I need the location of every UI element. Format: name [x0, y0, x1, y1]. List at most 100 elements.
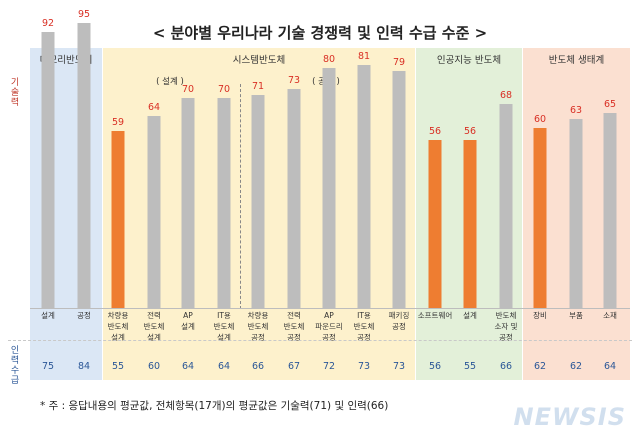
category-label-9-0: IT용	[357, 311, 371, 320]
category-label-2-2: 설계	[111, 332, 125, 342]
side-label-workforce: 인력수급	[10, 346, 20, 386]
category-label-6-2: 공정	[251, 332, 265, 342]
workforce-value-0: 75	[42, 361, 54, 372]
workforce-separator	[8, 340, 632, 341]
category-label-11-0: 소프트웨어	[418, 310, 453, 320]
section-label-ai: 인공지능 반도체	[436, 55, 502, 66]
section-label-ecosystem: 반도체 생태계	[548, 55, 605, 66]
category-label-5-1: 반도체	[214, 321, 235, 331]
data-label-tech-4: 70	[182, 84, 194, 95]
data-label-tech-12: 56	[464, 126, 476, 137]
bar-tech-7	[287, 89, 301, 308]
category-label-9-1: 반도체	[354, 321, 375, 331]
category-label-3-0: 전력	[147, 310, 161, 320]
bar-tech-12	[463, 140, 477, 308]
footnote: * 주 : 응답내용의 평균값, 전체항목(17개)의 평균값은 기술력(71)…	[40, 400, 389, 412]
data-label-tech-6: 71	[252, 81, 264, 92]
category-label-7-2: 공정	[287, 332, 301, 342]
data-label-tech-5: 70	[218, 84, 230, 95]
bar-tech-9	[357, 65, 371, 308]
category-label-3-1: 반도체	[144, 321, 165, 331]
data-label-tech-3: 64	[148, 102, 160, 113]
workforce-value-15: 62	[570, 361, 582, 372]
category-label-13-2: 공정	[499, 332, 513, 342]
workforce-value-5: 64	[218, 361, 230, 372]
sub-label-design: ( 설계 )	[156, 77, 184, 87]
design-process-divider	[240, 84, 241, 309]
category-label-5-0: IT용	[217, 311, 231, 320]
category-label-6-1: 반도체	[248, 321, 269, 331]
workforce-value-14: 62	[534, 361, 546, 372]
bar-tech-5	[217, 98, 231, 308]
category-label-13-0: 반도체	[496, 310, 517, 320]
workforce-value-1: 84	[78, 361, 90, 372]
data-label-tech-1: 95	[78, 9, 90, 20]
bar-tech-4	[181, 98, 195, 308]
side-label-tech: 기술력	[10, 78, 20, 108]
data-label-tech-14: 60	[534, 114, 546, 125]
workforce-value-13: 66	[500, 361, 512, 372]
bar-tech-6	[251, 95, 265, 308]
category-label-8-2: 공정	[322, 332, 336, 342]
data-label-tech-10: 79	[393, 57, 405, 68]
data-label-tech-16: 65	[604, 99, 616, 110]
data-label-tech-2: 59	[112, 117, 124, 128]
category-label-2-0: 차량용	[108, 311, 129, 320]
x-axis-baseline	[30, 308, 630, 309]
category-label-3-2: 설계	[147, 332, 161, 342]
category-label-10-0: 패키징	[389, 310, 410, 320]
data-label-tech-15: 63	[570, 105, 582, 116]
bar-tech-2	[111, 131, 125, 308]
category-label-7-0: 전력	[287, 310, 301, 320]
workforce-value-8: 72	[323, 361, 335, 372]
workforce-value-10: 73	[393, 361, 405, 372]
workforce-value-3: 60	[148, 361, 160, 372]
bar-tech-16	[603, 113, 617, 308]
bar-tech-15	[569, 119, 583, 308]
bar-tech-0	[41, 32, 55, 308]
category-label-9-2: 공정	[357, 332, 371, 342]
data-label-tech-11: 56	[429, 126, 441, 137]
bar-tech-14	[533, 128, 547, 308]
chart-title: < 분야별 우리나라 기술 경쟁력 및 인력 수급 수준 >	[152, 24, 488, 42]
category-label-16-0: 소재	[603, 311, 617, 320]
workforce-value-11: 56	[429, 361, 441, 372]
data-label-tech-9: 81	[358, 51, 370, 62]
bar-tech-10	[392, 71, 406, 308]
section-label-memory: 메모리반도체	[39, 55, 93, 66]
category-label-8-1: 파운드리	[315, 322, 343, 331]
category-label-2-1: 반도체	[108, 321, 129, 331]
workforce-value-12: 55	[464, 361, 476, 372]
bar-tech-13	[499, 104, 513, 308]
category-label-5-2: 설계	[217, 332, 231, 342]
category-label-8-0: AP	[324, 311, 334, 320]
data-label-tech-0: 92	[42, 18, 54, 29]
category-label-4-0: AP	[183, 311, 193, 320]
category-label-0-0: 설계	[41, 310, 55, 320]
bar-tech-1	[77, 23, 91, 308]
category-label-1-0: 공정	[77, 310, 91, 320]
section-label-system: 시스템반도체	[232, 55, 286, 66]
workforce-value-7: 67	[288, 361, 300, 372]
workforce-value-6: 66	[252, 361, 264, 372]
workforce-value-16: 64	[604, 361, 616, 372]
data-label-tech-7: 73	[288, 75, 300, 86]
category-label-7-1: 반도체	[284, 321, 305, 331]
workforce-value-9: 73	[358, 361, 370, 372]
category-label-15-0: 부품	[569, 311, 583, 320]
category-label-14-0: 장비	[533, 310, 547, 320]
bar-tech-11	[428, 140, 442, 308]
workforce-value-2: 55	[112, 361, 124, 372]
category-label-12-0: 설계	[463, 310, 477, 320]
bar-tech-3	[147, 116, 161, 308]
data-label-tech-8: 80	[323, 54, 335, 65]
category-label-10-1: 공정	[392, 321, 406, 331]
workforce-value-4: 64	[182, 361, 194, 372]
category-label-13-1: 소자 및	[494, 321, 517, 331]
watermark-logo: NEWSIS	[513, 403, 626, 431]
data-label-tech-13: 68	[500, 90, 512, 101]
bar-tech-8	[322, 68, 336, 308]
category-label-6-0: 차량용	[248, 311, 269, 320]
